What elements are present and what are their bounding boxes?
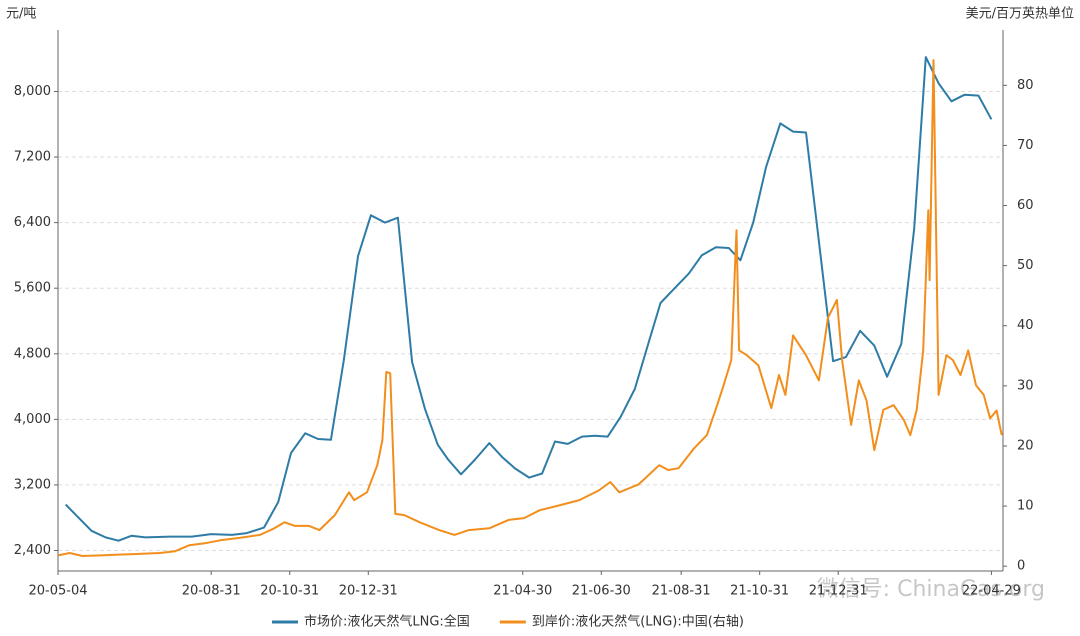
y-tick-label: 2,400 bbox=[14, 543, 51, 558]
x-tick-label: 20-05-04 bbox=[28, 584, 87, 599]
series-line bbox=[57, 59, 1003, 557]
x-tick-label: 20-12-31 bbox=[339, 584, 398, 599]
y-tick-label: 6,400 bbox=[14, 215, 51, 230]
x-tick-label: 21-08-31 bbox=[652, 584, 711, 599]
y2-tick-label: 30 bbox=[1017, 378, 1034, 393]
y-tick-label: 5,600 bbox=[14, 281, 51, 296]
series-line bbox=[64, 56, 993, 542]
y-tick-label: 4,000 bbox=[14, 412, 51, 427]
x-tick-label: 22-04-29 bbox=[962, 584, 1021, 599]
legend-label: 市场价:液化天然气LNG:全国 bbox=[304, 614, 470, 630]
x-tick-label: 20-08-31 bbox=[182, 584, 241, 599]
y2-tick-label: 80 bbox=[1017, 78, 1034, 93]
y2-tick-label: 20 bbox=[1017, 438, 1034, 453]
y2-tick-label: 10 bbox=[1017, 499, 1034, 514]
y-tick-label: 7,200 bbox=[14, 150, 51, 165]
y-tick-label: 4,800 bbox=[14, 346, 51, 361]
legend-label: 到岸价:液化天然气(LNG):中国(右轴) bbox=[532, 614, 744, 630]
x-tick-label: 21-06-30 bbox=[572, 584, 631, 599]
y2-tick-label: 70 bbox=[1017, 138, 1034, 153]
x-tick-label: 21-04-30 bbox=[493, 584, 552, 599]
y-tick-label: 8,000 bbox=[14, 84, 51, 99]
x-tick-label: 20-10-31 bbox=[260, 584, 319, 599]
y-tick-label: 3,200 bbox=[14, 477, 51, 492]
y2-tick-label: 50 bbox=[1017, 258, 1034, 273]
watermark: 微信号: ChinaGas.org bbox=[817, 577, 1045, 602]
x-tick-label: 21-12-31 bbox=[809, 584, 868, 599]
y2-tick-label: 0 bbox=[1017, 559, 1025, 574]
x-tick-label: 21-10-31 bbox=[730, 584, 789, 599]
y2-tick-label: 60 bbox=[1017, 198, 1034, 213]
y2-tick-label: 40 bbox=[1017, 318, 1034, 333]
y-axis-title: 元/吨 bbox=[6, 7, 36, 22]
y2-axis-title: 美元/百万英热单位 bbox=[966, 7, 1074, 22]
